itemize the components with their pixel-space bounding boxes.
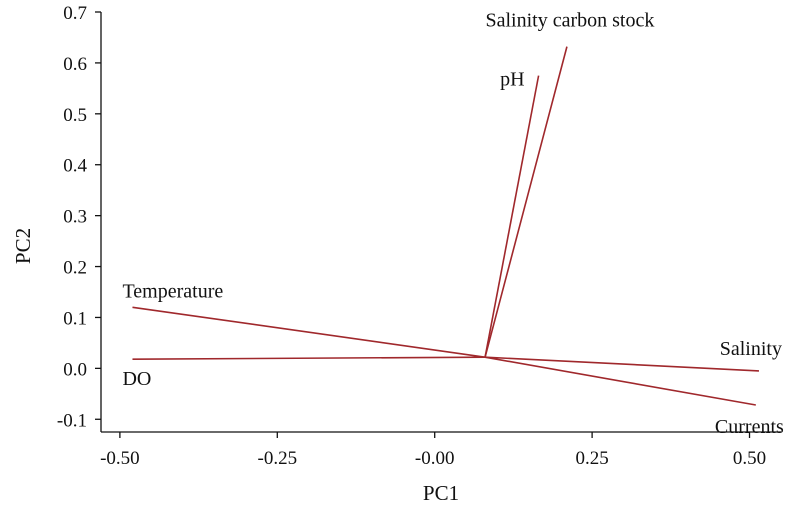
x-axis: -0.50 -0.25 -0.00 0.25 0.50 <box>100 431 781 469</box>
y-tick-label: 0.6 <box>63 54 87 75</box>
y-axis-title: PC2 <box>11 228 35 264</box>
y-tick-label: 0.3 <box>63 207 87 228</box>
vector-currents <box>484 356 756 406</box>
y-tick-label: 0.1 <box>63 308 87 329</box>
y-tick-label: 0.4 <box>63 156 87 177</box>
vector-salinity-carbon-stock <box>484 46 568 358</box>
vector-ph <box>484 75 540 358</box>
x-tick-label: 0.25 <box>575 448 608 469</box>
y-axis: -0.1 0.0 0.1 0.2 0.3 0.4 0.5 0.6 0.7 <box>57 3 102 432</box>
vector-salinity <box>485 356 760 372</box>
vector-label-do: DO <box>122 368 151 390</box>
vector-label-temperature: Temperature <box>122 280 223 302</box>
vector-temperature <box>132 306 486 358</box>
vector-do <box>132 356 486 360</box>
vector-label-salinity-carbon-stock: Salinity carbon stock <box>485 10 654 32</box>
x-axis-title: PC1 <box>423 481 459 505</box>
y-tick-label: 0.2 <box>63 258 87 279</box>
vector-label-currents: Currents <box>715 416 784 438</box>
vector-label-ph: pH <box>500 69 524 91</box>
vector-labels: Salinity carbon stock pH Temperature DO Sali… <box>122 10 784 438</box>
y-tick-label: 0.0 <box>63 359 87 380</box>
x-tick-label: 0.50 <box>733 448 766 469</box>
y-tick-label: -0.1 <box>57 410 87 431</box>
loading-vectors <box>132 46 760 406</box>
x-tick-label: -0.00 <box>415 448 455 469</box>
y-tick-label: 0.7 <box>63 3 87 24</box>
vector-label-salinity: Salinity <box>720 338 782 360</box>
x-tick-label: -0.50 <box>100 448 140 469</box>
x-tick-label: -0.25 <box>258 448 298 469</box>
y-tick-label: 0.5 <box>63 105 87 126</box>
